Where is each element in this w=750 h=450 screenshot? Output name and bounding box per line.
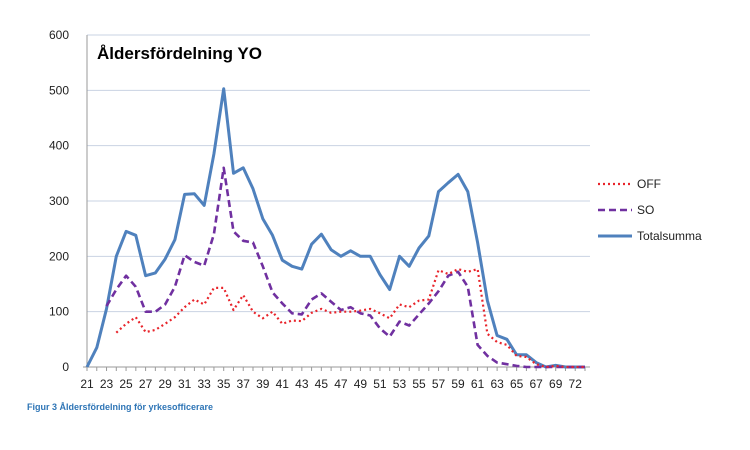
x-tick-label: 23 — [100, 377, 114, 391]
x-tick-label: 51 — [373, 377, 387, 391]
gridlines — [87, 34, 590, 313]
legend-label-totalsumma: Totalsumma — [637, 229, 702, 243]
x-tick-label: 69 — [549, 377, 563, 391]
series-line-off — [115, 268, 585, 369]
series-line-totalsumma — [85, 87, 585, 369]
y-tick-label: 200 — [49, 249, 69, 263]
chart-title: Åldersfördelning YO — [97, 44, 262, 63]
figure-caption: Figur 3 Åldersfördelning för yrkesoffice… — [27, 402, 214, 412]
x-tick-label: 72 — [569, 377, 583, 391]
x-tick-label: 67 — [529, 377, 543, 391]
x-tick-label: 57 — [432, 377, 446, 391]
x-tick-label: 39 — [256, 377, 270, 391]
y-tick-label: 400 — [49, 139, 69, 153]
y-tick-label: 300 — [49, 194, 69, 208]
x-tick-label: 43 — [295, 377, 309, 391]
x-tick-label: 27 — [139, 377, 153, 391]
x-tick-label: 25 — [119, 377, 133, 391]
x-tick-label: 49 — [354, 377, 368, 391]
x-tick-label: 61 — [471, 377, 485, 391]
x-tick-label: 41 — [276, 377, 290, 391]
y-axis-ticks: 0 100 200 300 400 500 600 — [49, 28, 69, 374]
x-tick-label: 21 — [80, 377, 94, 391]
x-tick-label: 65 — [510, 377, 524, 391]
y-tick-label: 100 — [49, 305, 69, 319]
x-tick-label: 33 — [197, 377, 211, 391]
y-tick-label: 600 — [49, 28, 69, 42]
x-tick-label: 59 — [451, 377, 465, 391]
y-tick-label: 0 — [62, 360, 69, 374]
x-tick-label: 37 — [237, 377, 251, 391]
legend-label-so: SO — [637, 203, 654, 217]
x-axis: 21 23 25 27 29 31 33 35 37 39 41 43 45 47 49 51 53 55 57 59… — [80, 35, 590, 391]
x-tick-label: 31 — [178, 377, 192, 391]
legend-label-off: OFF — [637, 177, 661, 191]
x-tick-label: 29 — [158, 377, 172, 391]
x-tick-label: 47 — [334, 377, 348, 391]
x-tick-label: 63 — [490, 377, 504, 391]
x-tick-label: 35 — [217, 377, 231, 391]
x-tick-label: 55 — [412, 377, 426, 391]
y-tick-label: 500 — [49, 83, 69, 97]
x-tick-label: 45 — [315, 377, 329, 391]
x-tick-label: 53 — [393, 377, 407, 391]
legend: OFF SO Totalsumma — [598, 177, 702, 243]
series-line-so — [105, 166, 585, 369]
series-lines — [85, 87, 585, 369]
